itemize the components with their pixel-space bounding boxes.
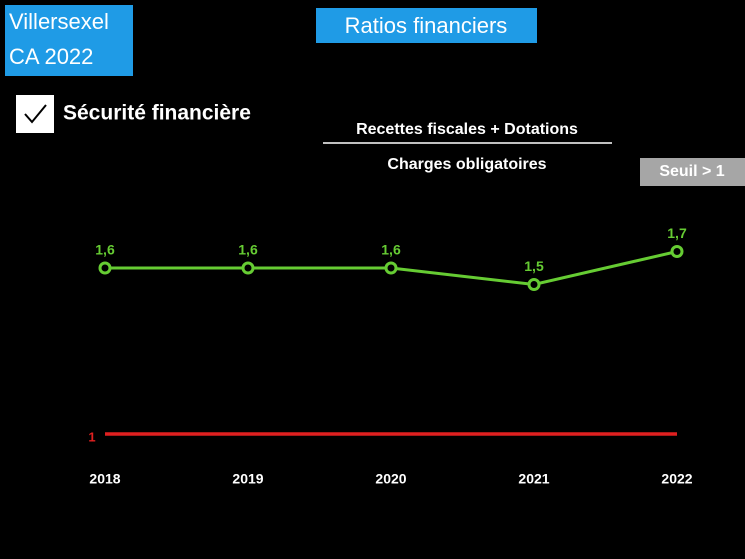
value-label: 1,6 [238,242,258,258]
check-icon [24,104,47,124]
x-tick-label: 2022 [661,471,692,487]
denominator: Charges obligatoires [387,156,546,173]
value-label: 1 [88,429,95,444]
value-label: 1,6 [381,242,401,258]
value-label: 1,7 [667,225,687,241]
point-marker [670,245,684,258]
threshold-badge [640,158,745,186]
x-tick-label: 2021 [518,471,549,487]
check-box [16,95,54,133]
x-tick-label: 2020 [375,471,406,487]
point-marker [384,261,398,275]
numerator: Recettes fiscales + Dotations [356,121,578,138]
point-marker [241,261,255,275]
section-box [316,8,537,43]
subtitle: CA 2022 [9,44,93,69]
value-label: 1,5 [524,258,544,274]
section: Ratios financiers [345,13,508,38]
x-tick-label: 2018 [89,471,120,487]
city: Villersexel [9,9,109,34]
indicator: Sécurité financière [63,102,251,125]
x-tick-label: 2019 [232,471,263,487]
point-marker [98,261,112,275]
title-box [5,5,133,76]
threshold-label: Seuil > 1 [659,163,724,180]
value-label: 1,6 [95,242,115,258]
point-marker [527,278,541,291]
